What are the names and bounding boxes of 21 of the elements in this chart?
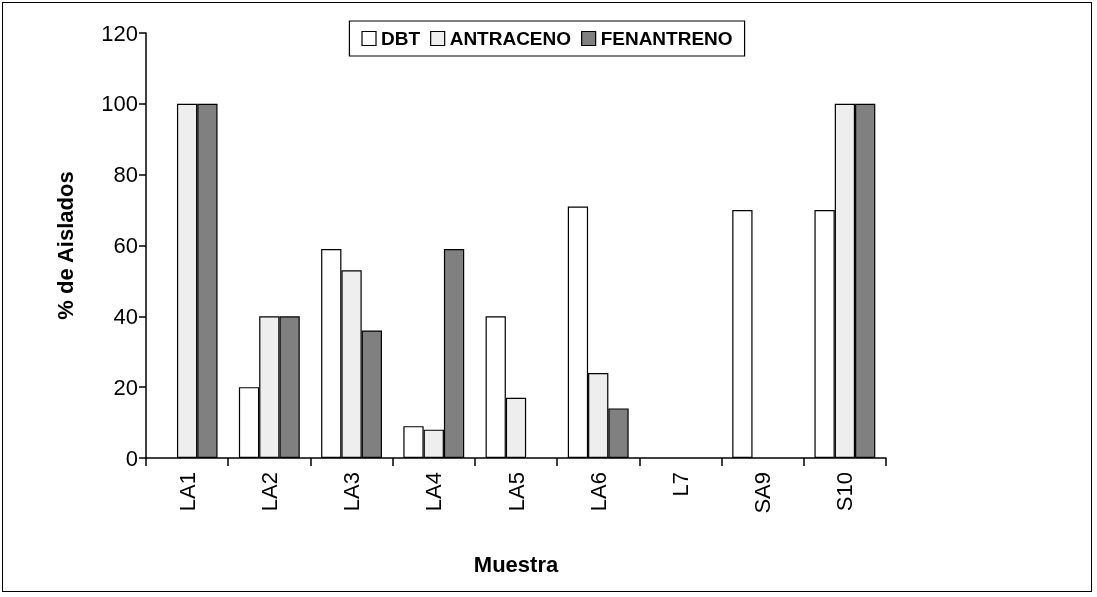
x-tick-label: L7	[667, 472, 693, 497]
x-tick-label: S10	[832, 472, 858, 512]
x-tick-label: LA5	[503, 472, 529, 512]
y-tick-label: 120	[101, 20, 138, 46]
x-tick-label: LA6	[585, 472, 611, 512]
y-tick-label: 20	[113, 374, 138, 400]
x-tick-label: LA3	[339, 472, 365, 512]
y-tick-label: 80	[113, 162, 138, 188]
legend-label: DBT	[381, 28, 421, 49]
y-tick-label: 40	[113, 303, 138, 329]
y-tick-label: 100	[101, 91, 138, 117]
legend-label: FENANTRENO	[600, 28, 733, 49]
y-tick-label: 60	[113, 233, 138, 258]
y-tick-label: 0	[125, 445, 138, 471]
x-tick-label: LA4	[421, 472, 447, 512]
legend-label: ANTRACENO	[449, 28, 572, 49]
x-tick-label: SA9	[750, 472, 776, 514]
x-axis-title: Muestra	[473, 551, 559, 577]
x-tick-label: LA2	[256, 472, 282, 512]
y-axis-title: % de Aislados	[52, 171, 78, 320]
x-tick-label: LA1	[174, 472, 200, 512]
